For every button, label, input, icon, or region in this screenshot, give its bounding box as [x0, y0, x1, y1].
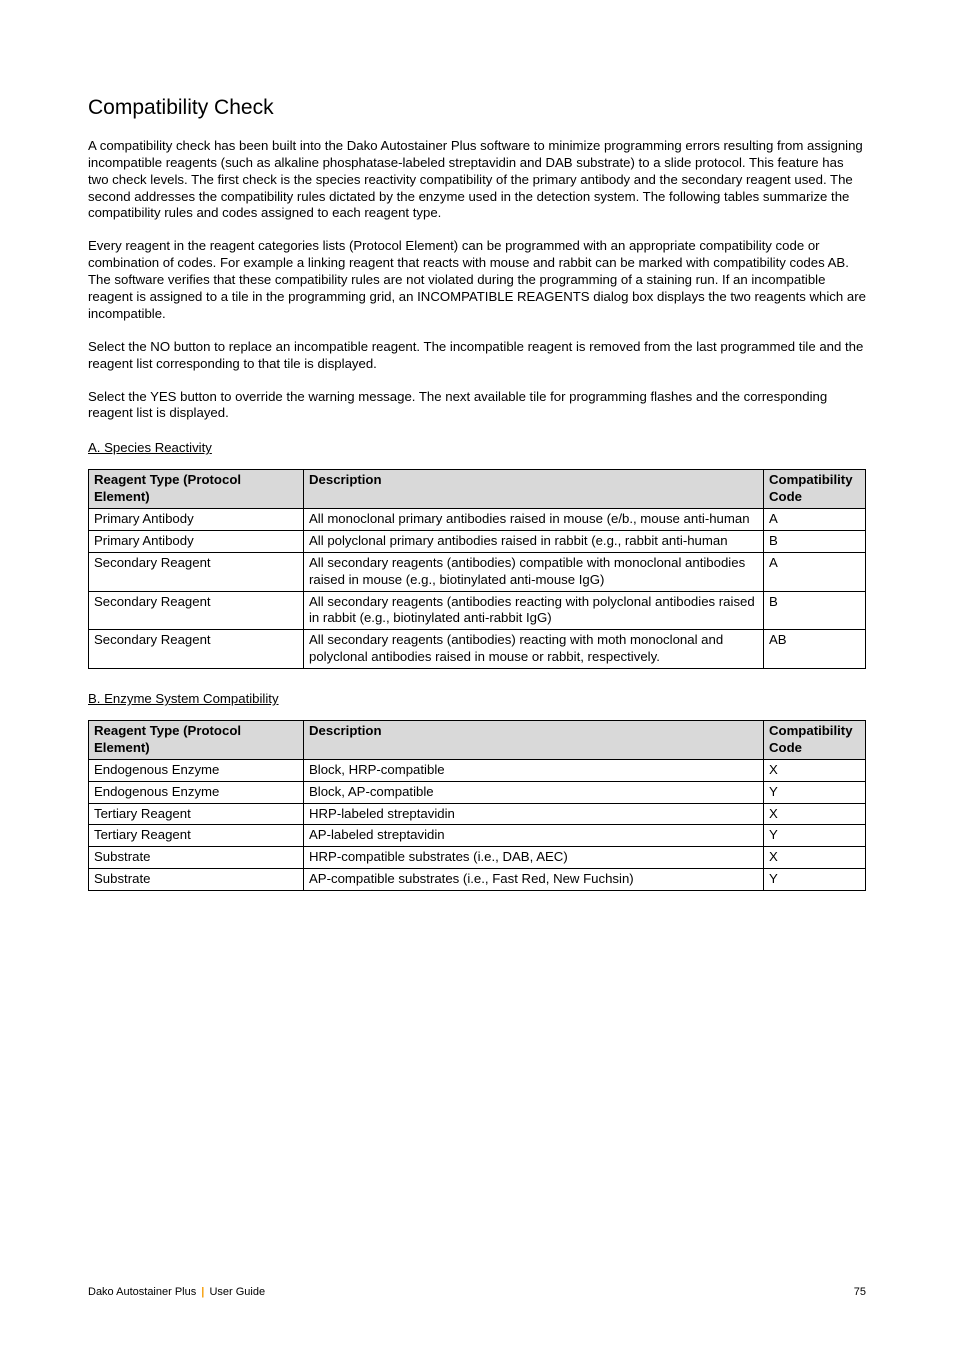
- table-row: Secondary Reagent All secondary reagents…: [89, 552, 866, 591]
- table-cell: HRP-compatible substrates (i.e., DAB, AE…: [304, 847, 764, 869]
- table-cell: B: [764, 530, 866, 552]
- table-header-cell: Reagent Type (Protocol Element): [89, 470, 304, 509]
- table-cell: A: [764, 509, 866, 531]
- footer-doc-type: User Guide: [209, 1286, 265, 1298]
- table-header-cell: Description: [304, 721, 764, 760]
- table-cell: X: [764, 803, 866, 825]
- table-header-cell: Compatibility Code: [764, 721, 866, 760]
- table-cell: Substrate: [89, 847, 304, 869]
- paragraph-2: Every reagent in the reagent categories …: [88, 238, 866, 322]
- table-cell: AB: [764, 630, 866, 669]
- table-row: Endogenous Enzyme Block, HRP-compatible …: [89, 759, 866, 781]
- section-a-heading: A. Species Reactivity: [88, 440, 866, 457]
- table-cell: All secondary reagents (antibodies react…: [304, 591, 764, 630]
- table-header-cell: Description: [304, 470, 764, 509]
- paragraph-3: Select the NO button to replace an incom…: [88, 339, 866, 373]
- table-cell: Block, AP-compatible: [304, 781, 764, 803]
- table-row: Substrate AP-compatible substrates (i.e.…: [89, 869, 866, 891]
- table-cell: All secondary reagents (antibodies) reac…: [304, 630, 764, 669]
- table-row: Secondary Reagent All secondary reagents…: [89, 630, 866, 669]
- page-footer: Dako Autostainer Plus | User Guide 75: [88, 1285, 866, 1299]
- table-row: Secondary Reagent All secondary reagents…: [89, 591, 866, 630]
- page-number: 75: [854, 1285, 866, 1299]
- table-cell: Secondary Reagent: [89, 552, 304, 591]
- paragraph-1: A compatibility check has been built int…: [88, 138, 866, 222]
- table-cell: A: [764, 552, 866, 591]
- table-cell: AP-compatible substrates (i.e., Fast Red…: [304, 869, 764, 891]
- table-row: Substrate HRP-compatible substrates (i.e…: [89, 847, 866, 869]
- table-row: Primary Antibody All polyclonal primary …: [89, 530, 866, 552]
- table-header-row: Reagent Type (Protocol Element) Descript…: [89, 721, 866, 760]
- table-header-cell: Compatibility Code: [764, 470, 866, 509]
- table-species-reactivity: Reagent Type (Protocol Element) Descript…: [88, 469, 866, 669]
- table-cell: Endogenous Enzyme: [89, 759, 304, 781]
- table-row: Tertiary Reagent HRP-labeled streptavidi…: [89, 803, 866, 825]
- table-cell: All polyclonal primary antibodies raised…: [304, 530, 764, 552]
- table-cell: Block, HRP-compatible: [304, 759, 764, 781]
- page-title: Compatibility Check: [88, 95, 866, 122]
- table-cell: Primary Antibody: [89, 530, 304, 552]
- table-cell: X: [764, 847, 866, 869]
- table-cell: Y: [764, 781, 866, 803]
- table-cell: Secondary Reagent: [89, 630, 304, 669]
- table-row: Endogenous Enzyme Block, AP-compatible Y: [89, 781, 866, 803]
- table-header-cell: Reagent Type (Protocol Element): [89, 721, 304, 760]
- footer-divider-icon: |: [201, 1286, 204, 1298]
- table-cell: Tertiary Reagent: [89, 803, 304, 825]
- table-cell: AP-labeled streptavidin: [304, 825, 764, 847]
- table-row: Tertiary Reagent AP-labeled streptavidin…: [89, 825, 866, 847]
- table-cell: Y: [764, 869, 866, 891]
- table-header-row: Reagent Type (Protocol Element) Descript…: [89, 470, 866, 509]
- table-cell: All secondary reagents (antibodies) comp…: [304, 552, 764, 591]
- section-b-heading: B. Enzyme System Compatibility: [88, 691, 866, 708]
- paragraph-4: Select the YES button to override the wa…: [88, 389, 866, 423]
- table-cell: HRP-labeled streptavidin: [304, 803, 764, 825]
- table-cell: Secondary Reagent: [89, 591, 304, 630]
- table-cell: All monoclonal primary antibodies raised…: [304, 509, 764, 531]
- table-row: Primary Antibody All monoclonal primary …: [89, 509, 866, 531]
- table-enzyme-compatibility: Reagent Type (Protocol Element) Descript…: [88, 720, 866, 891]
- table-cell: Endogenous Enzyme: [89, 781, 304, 803]
- table-cell: Substrate: [89, 869, 304, 891]
- table-cell: B: [764, 591, 866, 630]
- table-cell: Primary Antibody: [89, 509, 304, 531]
- table-cell: X: [764, 759, 866, 781]
- table-cell: Y: [764, 825, 866, 847]
- table-cell: Tertiary Reagent: [89, 825, 304, 847]
- footer-product-name: Dako Autostainer Plus: [88, 1286, 196, 1298]
